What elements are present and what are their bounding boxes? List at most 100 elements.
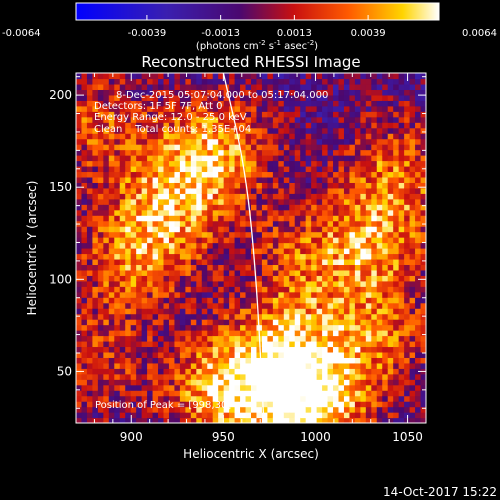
- heatmap-cell: [272, 100, 279, 107]
- heatmap-cell: [333, 253, 340, 260]
- heatmap-cell: [81, 226, 88, 233]
- heatmap-cell: [305, 264, 312, 271]
- heatmap-cell: [404, 373, 411, 380]
- heatmap-cell: [272, 78, 279, 85]
- heatmap-cell: [272, 313, 279, 320]
- heatmap-cell: [267, 73, 274, 80]
- heatmap-cell: [114, 395, 121, 402]
- heatmap-cell: [311, 280, 318, 287]
- heatmap-cell: [371, 291, 378, 298]
- heatmap-cell: [86, 335, 94, 342]
- heatmap-cell: [376, 198, 383, 205]
- heatmap-cell: [349, 144, 356, 151]
- heatmap-cell: [223, 330, 230, 337]
- heatmap-cell: [365, 302, 372, 309]
- heatmap-cell: [76, 83, 83, 91]
- heatmap-cell: [196, 78, 203, 85]
- heatmap-cell: [354, 313, 361, 320]
- heatmap-cell: [196, 149, 203, 156]
- heatmap-cell: [185, 248, 192, 255]
- heatmap-cell: [147, 94, 154, 101]
- heatmap-cell: [294, 171, 301, 178]
- heatmap-cell: [393, 248, 400, 255]
- heatmap-cell: [316, 264, 323, 271]
- heatmap-cell: [108, 248, 115, 255]
- heatmap-cell: [108, 182, 115, 189]
- heatmap-cell: [207, 133, 214, 140]
- heatmap-cell: [119, 351, 126, 358]
- heatmap-cell: [256, 319, 263, 326]
- heatmap-cell: [387, 209, 394, 216]
- heatmap-cell: [168, 319, 176, 326]
- heatmap-cell: [256, 362, 263, 369]
- heatmap-cell: [152, 308, 159, 315]
- heatmap-cell: [119, 116, 126, 123]
- heatmap-cell: [267, 351, 274, 358]
- heatmap-cell: [283, 226, 290, 233]
- heatmap-cell: [398, 324, 405, 331]
- heatmap-cell: [360, 417, 367, 423]
- heatmap-cell: [223, 373, 230, 380]
- heatmap-cell: [163, 116, 170, 123]
- heatmap-cell: [393, 204, 400, 211]
- heatmap-cell: [371, 368, 378, 375]
- heatmap-cell: [223, 286, 230, 293]
- heatmap-cell: [300, 133, 307, 140]
- heatmap-cell: [207, 286, 214, 293]
- heatmap-cell: [415, 215, 422, 222]
- heatmap-cell: [311, 220, 318, 227]
- heatmap-cell: [196, 297, 203, 304]
- heatmap-cell: [240, 237, 247, 244]
- heatmap-cell: [382, 144, 389, 151]
- heatmap-cell: [365, 297, 372, 304]
- heatmap-cell: [272, 237, 279, 244]
- heatmap-cell: [343, 340, 351, 348]
- heatmap-cell: [163, 89, 170, 96]
- heatmap-cell: [393, 406, 400, 413]
- heatmap-cell: [322, 100, 329, 107]
- heatmap-cell: [92, 149, 99, 156]
- heatmap-cell: [240, 286, 247, 293]
- heatmap-cell: [136, 100, 143, 107]
- heatmap-cell: [404, 258, 411, 266]
- heatmap-cell: [267, 127, 274, 134]
- heatmap-cell: [272, 357, 279, 364]
- heatmap-cell: [415, 122, 422, 129]
- heatmap-cell: [152, 412, 159, 419]
- heatmap-cell: [196, 335, 203, 342]
- heatmap-cell: [261, 187, 269, 194]
- heatmap-cell: [409, 357, 416, 364]
- heatmap-cell: [76, 127, 83, 134]
- heatmap-cell: [97, 357, 104, 364]
- heatmap-cell: [333, 105, 340, 112]
- heatmap-cell: [152, 198, 159, 205]
- heatmap-cell: [278, 346, 285, 353]
- heatmap-cell: [158, 237, 165, 244]
- heatmap-cell: [201, 308, 208, 315]
- heatmap-cell: [387, 313, 394, 320]
- heatmap-cell: [365, 384, 372, 391]
- heatmap-cell: [415, 379, 422, 386]
- heatmap-cell: [158, 105, 165, 112]
- heatmap-cell: [382, 237, 389, 244]
- heatmap-cell: [136, 160, 143, 167]
- heatmap-cell: [234, 231, 241, 238]
- heatmap-cell: [86, 127, 94, 134]
- heatmap-cell: [218, 297, 225, 304]
- heatmap-cell: [283, 330, 290, 337]
- heatmap-cell: [158, 94, 165, 101]
- heatmap-cell: [289, 302, 296, 309]
- heatmap-cell: [289, 155, 296, 162]
- heatmap-cell: [261, 297, 269, 304]
- heatmap-cell: [234, 220, 241, 227]
- heatmap-cell: [207, 248, 214, 255]
- heatmap-cell: [223, 264, 230, 271]
- heatmap-cell: [218, 100, 225, 107]
- heatmap-cell: [354, 291, 361, 298]
- heatmap-cell: [371, 351, 378, 358]
- heatmap-cell: [278, 138, 285, 145]
- heatmap-cell: [327, 340, 334, 348]
- heatmap-cell: [207, 231, 214, 238]
- heatmap-cell: [267, 401, 274, 408]
- heatmap-cell: [256, 193, 263, 200]
